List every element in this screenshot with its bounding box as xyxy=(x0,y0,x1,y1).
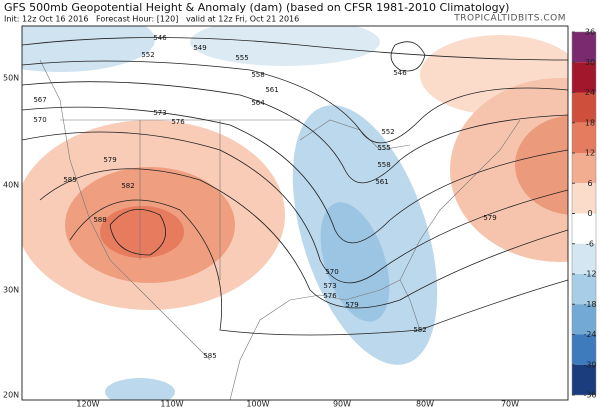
colorbar-label: -6 xyxy=(586,239,594,248)
contour-label: 582 xyxy=(413,326,426,334)
contour xyxy=(22,106,568,244)
colorbar-segment xyxy=(572,153,596,184)
colorbar-label: 12 xyxy=(585,149,595,158)
contour-label: 552 xyxy=(381,128,394,136)
colorbar-label: -24 xyxy=(583,330,596,339)
lat-label: 20N xyxy=(3,391,19,400)
map-area xyxy=(22,26,568,400)
contour-label: 546 xyxy=(393,69,407,77)
contour-label: 558 xyxy=(251,71,264,79)
contour xyxy=(39,168,568,309)
contour-label: 576 xyxy=(171,118,185,126)
contour-label: 555 xyxy=(377,144,390,152)
contour-label: 579 xyxy=(103,156,116,164)
colorbar-label: -18 xyxy=(583,300,596,309)
contour xyxy=(109,208,167,256)
contour-label: 585 xyxy=(63,176,76,184)
anomaly xyxy=(105,378,175,400)
lon-label: 120W xyxy=(76,400,99,408)
colorbar-segment xyxy=(572,304,596,335)
contour-label: 570 xyxy=(325,268,338,276)
colorbar-segment xyxy=(572,364,596,395)
lat-label: 30N xyxy=(3,286,19,295)
contour xyxy=(22,60,568,144)
contour xyxy=(22,81,568,184)
contour xyxy=(22,131,568,284)
lon-label: 90W xyxy=(333,400,351,408)
colorbar-label: 18 xyxy=(585,118,595,127)
subtitle: Init: 12z Oct 16 2016 Forecast Hour: [12… xyxy=(4,15,299,24)
contour-label: 561 xyxy=(375,178,388,186)
labels: 50N 40N 30N 20N 120W 110W 100W 90W 80W 70W 546 549 5… xyxy=(3,28,597,408)
contour-label: 573 xyxy=(323,282,336,290)
contour-label: 585 xyxy=(203,352,216,360)
colorbar-label: 36 xyxy=(585,28,595,37)
colorbar-label: 30 xyxy=(585,58,595,67)
anomaly xyxy=(320,202,390,322)
contour-label: 552 xyxy=(141,51,154,59)
contour-label: 546 xyxy=(153,34,167,42)
contour xyxy=(69,199,568,336)
anomaly xyxy=(22,26,155,72)
colorbar-segment xyxy=(572,62,596,93)
colorbar-segment xyxy=(572,122,596,153)
contour xyxy=(22,37,568,61)
colorbar-label: -36 xyxy=(583,391,596,400)
contour-label: 570 xyxy=(33,116,46,124)
colorbar-label: -30 xyxy=(583,360,596,369)
colorbar-label: 0 xyxy=(587,209,592,218)
contour-label: 555 xyxy=(235,54,248,62)
contour-label: 561 xyxy=(265,86,278,94)
contour-label: 579 xyxy=(345,301,358,309)
contour-label: 588 xyxy=(93,216,106,224)
anomaly xyxy=(100,206,184,258)
lon-label: 80W xyxy=(416,400,434,408)
lat-label: 50N xyxy=(3,74,19,83)
colorbar-label: 6 xyxy=(587,179,592,188)
contour-label: 582 xyxy=(121,182,134,190)
contour-label: 549 xyxy=(193,44,206,52)
lat-label: 40N xyxy=(3,181,19,190)
lon-label: 70W xyxy=(501,400,519,408)
colorbar-segment xyxy=(572,274,596,305)
site-name: TROPICALTIDBITS.COM xyxy=(453,14,566,24)
colorbar-segment xyxy=(572,92,596,123)
anomaly xyxy=(515,115,568,215)
colorbar-label: -12 xyxy=(583,270,596,279)
contour-label: 576 xyxy=(323,292,337,300)
contour-label: 567 xyxy=(33,96,46,104)
contour-label: 558 xyxy=(377,161,390,169)
contour-label: 579 xyxy=(483,214,496,222)
map-frame xyxy=(21,25,569,401)
colorbar-label: 24 xyxy=(585,88,595,97)
colorbar-segment xyxy=(572,183,596,214)
contour-label: 564 xyxy=(251,99,265,107)
lon-label: 100W xyxy=(246,400,269,408)
contour xyxy=(390,41,426,72)
title: GFS 500mb Geopotential Height & Anomaly … xyxy=(4,1,509,14)
colorbar-segment xyxy=(572,213,596,244)
contour-label: 573 xyxy=(153,109,166,117)
anomaly xyxy=(450,78,568,262)
colorbar-segment xyxy=(572,32,596,63)
colorbar-segment xyxy=(572,334,596,365)
anomaly xyxy=(190,26,380,66)
colorbar-segment xyxy=(572,243,596,274)
lon-label: 110W xyxy=(160,400,183,408)
